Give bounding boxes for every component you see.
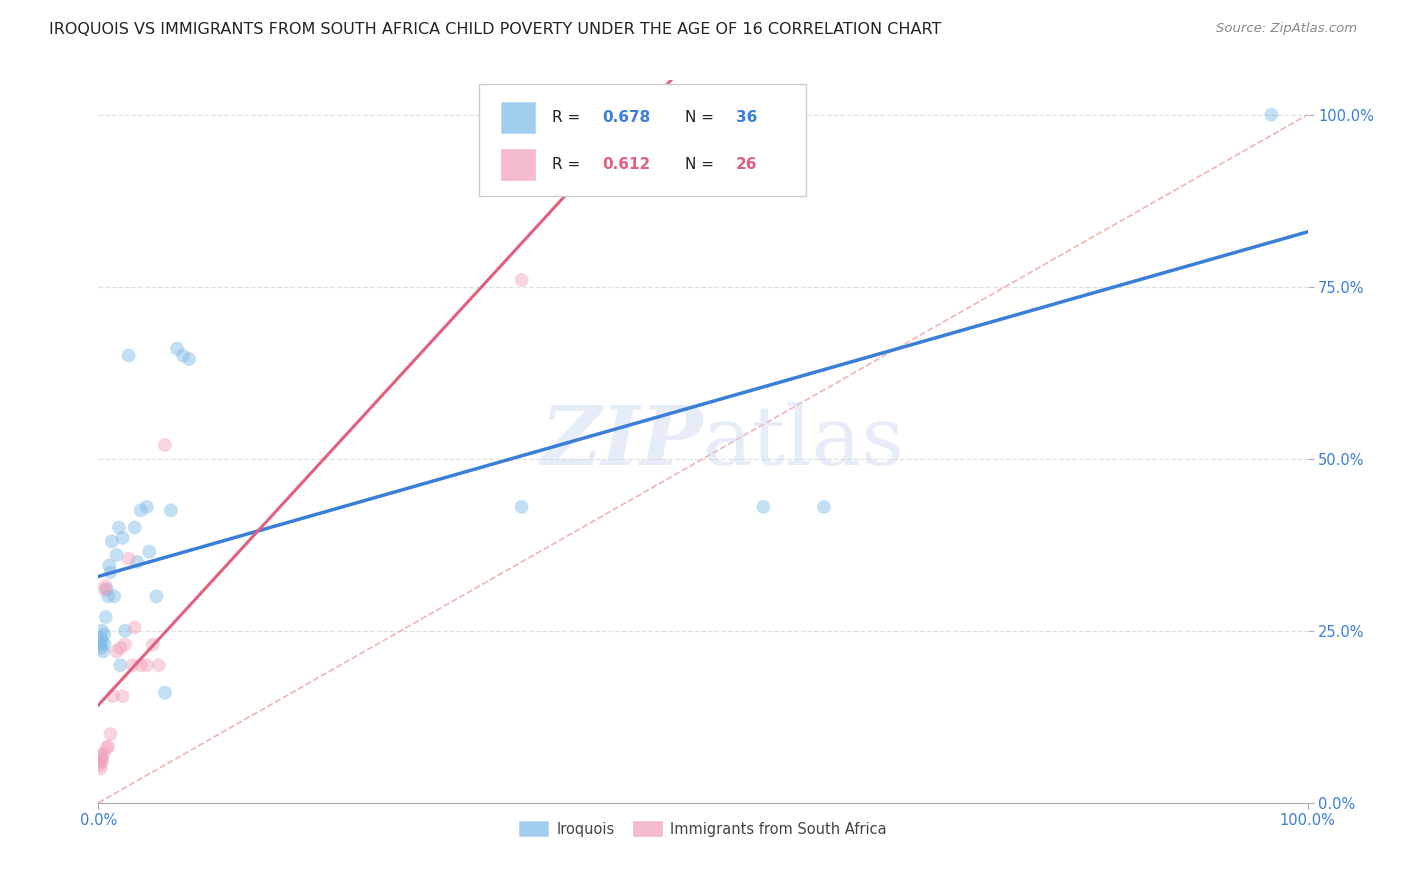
Point (90, 747, 112, 762)
Text: 0.678: 0.678 (603, 110, 651, 125)
Point (105, 644, 128, 658)
Point (105, 548, 128, 562)
Point (100, 566, 122, 580)
Point (148, 658, 170, 673)
Point (153, 438, 176, 452)
Point (145, 590, 167, 604)
Point (752, 500, 775, 514)
Point (100, 534, 122, 549)
Text: N =: N = (685, 110, 718, 125)
Point (93, 638, 115, 652)
Point (1260, 108, 1282, 122)
Point (90, 640, 112, 655)
Point (90, 631, 112, 645)
Point (91, 634, 114, 648)
Point (97, 590, 120, 604)
Text: 0.612: 0.612 (603, 157, 651, 172)
Text: ZIP: ZIP (540, 401, 703, 482)
Point (142, 638, 165, 652)
Point (91, 644, 114, 658)
Point (813, 500, 835, 514)
Point (94, 610, 117, 624)
Point (103, 590, 125, 604)
Point (179, 351, 201, 366)
Point (124, 520, 146, 534)
Point (111, 689, 134, 703)
Point (121, 658, 143, 673)
Point (108, 520, 131, 534)
Point (89, 638, 111, 652)
Point (118, 349, 141, 363)
Point (510, 500, 533, 514)
Point (93, 582, 115, 597)
Text: 36: 36 (735, 110, 756, 125)
Point (91, 755, 114, 769)
Point (96, 582, 118, 597)
Point (89, 758, 111, 772)
Point (100, 727, 122, 741)
Point (97, 739, 120, 754)
Point (124, 620, 146, 634)
Point (118, 551, 141, 566)
Point (111, 531, 134, 545)
Point (166, 342, 188, 356)
Point (90, 761, 112, 775)
Text: Source: ZipAtlas.com: Source: ZipAtlas.com (1216, 22, 1357, 36)
Legend: Iroquois, Immigrants from South Africa: Iroquois, Immigrants from South Africa (513, 815, 893, 842)
Point (510, 273, 533, 287)
Point (135, 500, 157, 514)
Point (89, 755, 111, 769)
Text: atlas: atlas (703, 401, 905, 482)
Point (94, 579, 117, 593)
Text: R =: R = (551, 157, 585, 172)
Point (93, 627, 115, 641)
Text: 26: 26 (735, 157, 758, 172)
Point (129, 503, 152, 517)
Point (160, 503, 183, 517)
Point (96, 740, 118, 755)
Point (101, 689, 124, 703)
Point (114, 624, 136, 638)
Point (114, 638, 136, 652)
Point (153, 686, 176, 700)
Point (91, 751, 114, 765)
Text: IROQUOIS VS IMMIGRANTS FROM SOUTH AFRICA CHILD POVERTY UNDER THE AGE OF 16 CORRE: IROQUOIS VS IMMIGRANTS FROM SOUTH AFRICA… (49, 22, 942, 37)
Point (108, 658, 131, 673)
Point (135, 658, 157, 673)
Point (127, 555, 149, 569)
Point (108, 640, 131, 655)
Point (91, 624, 114, 638)
Point (91, 747, 114, 762)
Point (172, 349, 194, 363)
Bar (501, 149, 534, 179)
FancyBboxPatch shape (479, 84, 806, 196)
Point (138, 544, 160, 558)
Text: R =: R = (551, 110, 585, 125)
Bar (501, 103, 534, 133)
Point (129, 658, 152, 673)
Point (98, 558, 121, 573)
Text: N =: N = (685, 157, 718, 172)
